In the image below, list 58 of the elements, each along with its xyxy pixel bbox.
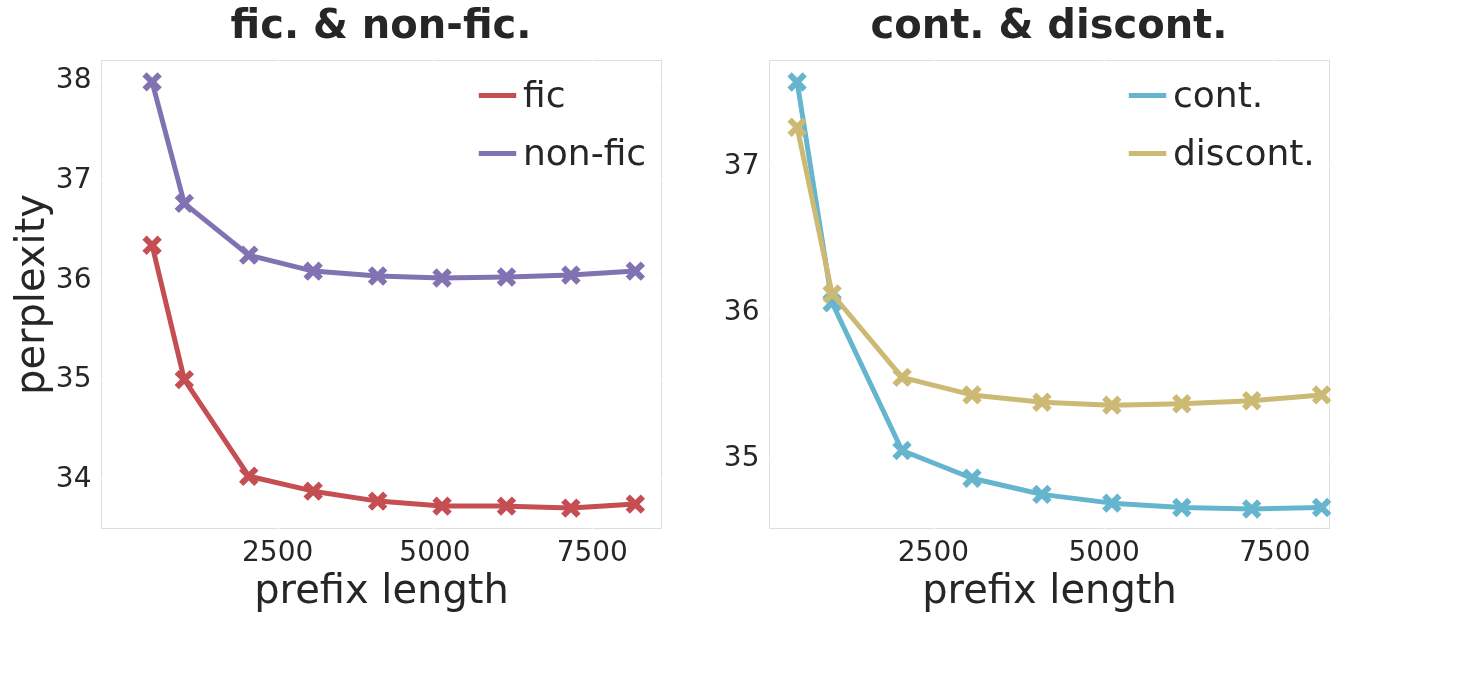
point xyxy=(1031,483,1053,505)
x-tick-label: 7500 xyxy=(556,534,628,568)
x-tick-label: 7500 xyxy=(1239,534,1311,568)
point xyxy=(173,369,195,391)
legend-label: discont. xyxy=(1173,131,1315,173)
point xyxy=(786,116,808,138)
point xyxy=(367,265,389,287)
point xyxy=(786,71,808,93)
point xyxy=(891,439,913,462)
legend-label: cont. xyxy=(1173,73,1264,115)
point xyxy=(302,480,324,502)
point xyxy=(1311,384,1333,406)
point xyxy=(961,384,983,406)
legend-label: fic xyxy=(523,73,566,115)
point xyxy=(560,264,582,286)
point xyxy=(624,260,646,282)
y-tick-label: 34 xyxy=(55,460,92,494)
x-tick-label: 2500 xyxy=(897,534,970,568)
point xyxy=(1241,498,1263,520)
point xyxy=(821,283,843,305)
point xyxy=(238,244,260,266)
x-tick-label: 2500 xyxy=(242,534,314,568)
point xyxy=(1171,496,1193,519)
point xyxy=(961,467,983,489)
point xyxy=(1241,390,1263,412)
y-tick-label: 36 xyxy=(55,261,92,295)
point xyxy=(141,71,163,93)
y-tick-label: 37 xyxy=(723,147,760,181)
point xyxy=(624,493,646,515)
y-tick-label: 38 xyxy=(55,62,92,96)
x-axis-title: prefix length xyxy=(254,565,509,612)
point xyxy=(495,266,518,288)
x-tick-label: 5000 xyxy=(1068,534,1140,568)
x-axis-title: prefix length xyxy=(922,565,1177,612)
point xyxy=(431,495,453,517)
point xyxy=(495,495,518,517)
chart-title: cont. & discont. xyxy=(870,1,1228,47)
chart-title: fic. & non-fic. xyxy=(230,1,532,47)
point xyxy=(1031,391,1053,413)
y-tick-label: 37 xyxy=(55,161,92,195)
y-tick-label: 36 xyxy=(723,294,760,328)
point xyxy=(1101,492,1123,514)
point xyxy=(302,260,324,282)
point xyxy=(367,490,389,512)
y-tick-label: 35 xyxy=(723,440,760,474)
legend-label: non-fic xyxy=(523,131,647,173)
point xyxy=(141,234,163,256)
point xyxy=(1101,394,1123,416)
point xyxy=(1311,496,1333,519)
point xyxy=(1171,393,1193,415)
point xyxy=(431,267,453,289)
point xyxy=(238,465,260,487)
point xyxy=(891,366,913,388)
y-tick-label: 35 xyxy=(55,361,92,395)
x-tick-label: 5000 xyxy=(399,534,471,568)
point xyxy=(173,192,195,214)
y-axis-title: perplexity xyxy=(6,194,53,395)
point xyxy=(560,497,582,519)
